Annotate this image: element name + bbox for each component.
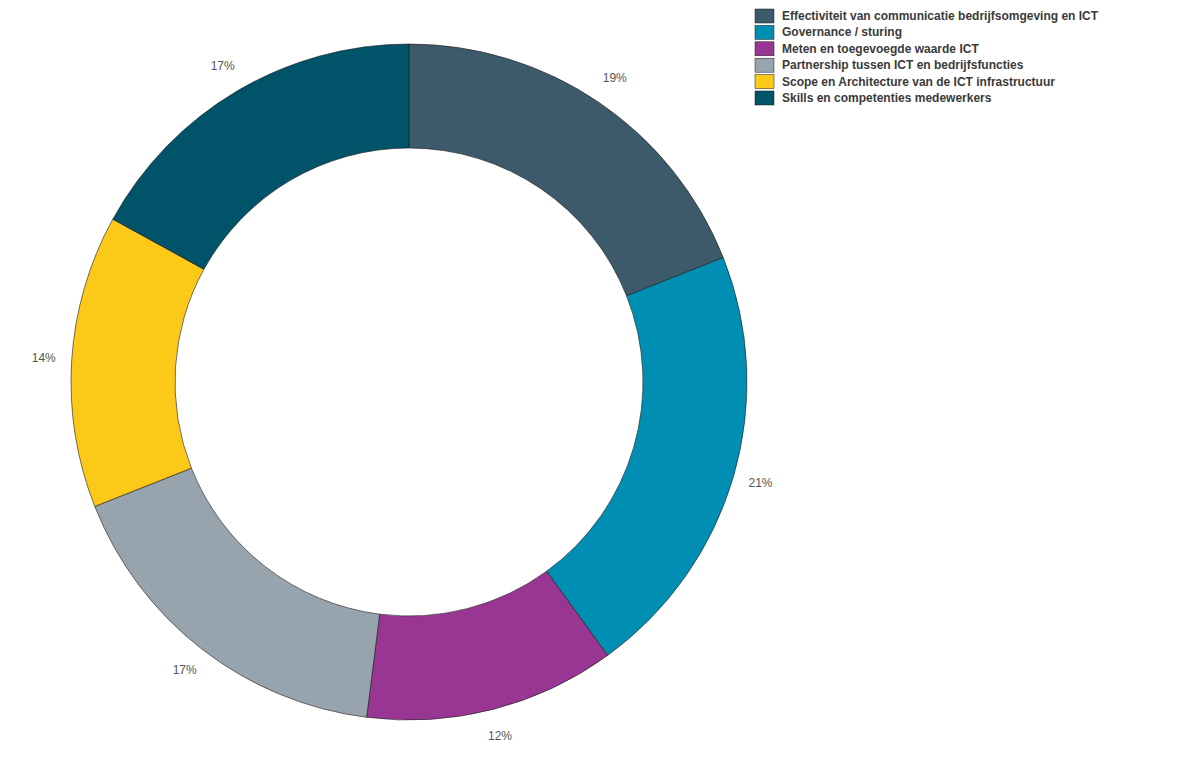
legend-label: Meten en toegevoegde waarde ICT	[782, 42, 979, 56]
legend-label: Partnership tussen ICT en bedrijfsfuncti…	[782, 58, 1024, 72]
legend-item: Governance / sturing	[755, 25, 902, 39]
legend-item: Meten en toegevoegde waarde ICT	[755, 42, 979, 56]
legend-swatch	[755, 58, 774, 72]
data-label: 19%	[603, 71, 627, 85]
legend-label: Skills en competenties medewerkers	[782, 91, 992, 105]
legend-swatch	[755, 75, 774, 89]
data-label: 17%	[211, 59, 235, 73]
slice	[547, 258, 747, 656]
legend-label: Governance / sturing	[782, 25, 902, 39]
data-label: 12%	[488, 729, 512, 743]
data-label: 17%	[173, 663, 197, 677]
legend-swatch	[755, 25, 774, 39]
slice	[113, 44, 409, 269]
slices	[71, 44, 747, 720]
legend: Effectiviteit van communicatie bedrijfso…	[755, 9, 1099, 105]
legend-item: Skills en competenties medewerkers	[755, 91, 992, 105]
legend-label: Scope en Architecture van de ICT infrast…	[782, 75, 1055, 89]
legend-swatch	[755, 91, 774, 105]
legend-swatch	[755, 42, 774, 56]
data-label: 21%	[748, 476, 772, 490]
legend-item: Scope en Architecture van de ICT infrast…	[755, 75, 1055, 89]
legend-swatch	[755, 9, 774, 23]
slice	[71, 219, 204, 506]
data-labels: 19% 21% 12% 17% 14% 17%	[32, 59, 773, 743]
legend-item: Partnership tussen ICT en bedrijfsfuncti…	[755, 58, 1024, 72]
slice	[367, 571, 608, 720]
data-label: 14%	[32, 351, 56, 365]
slice	[95, 468, 380, 717]
chart: 19% 21% 12% 17% 14% 17% Effectiviteit van comm…	[0, 0, 1181, 760]
slice	[409, 44, 723, 296]
legend-item: Effectiviteit van communicatie bedrijfso…	[755, 9, 1099, 23]
legend-label: Effectiviteit van communicatie bedrijfso…	[782, 9, 1099, 23]
